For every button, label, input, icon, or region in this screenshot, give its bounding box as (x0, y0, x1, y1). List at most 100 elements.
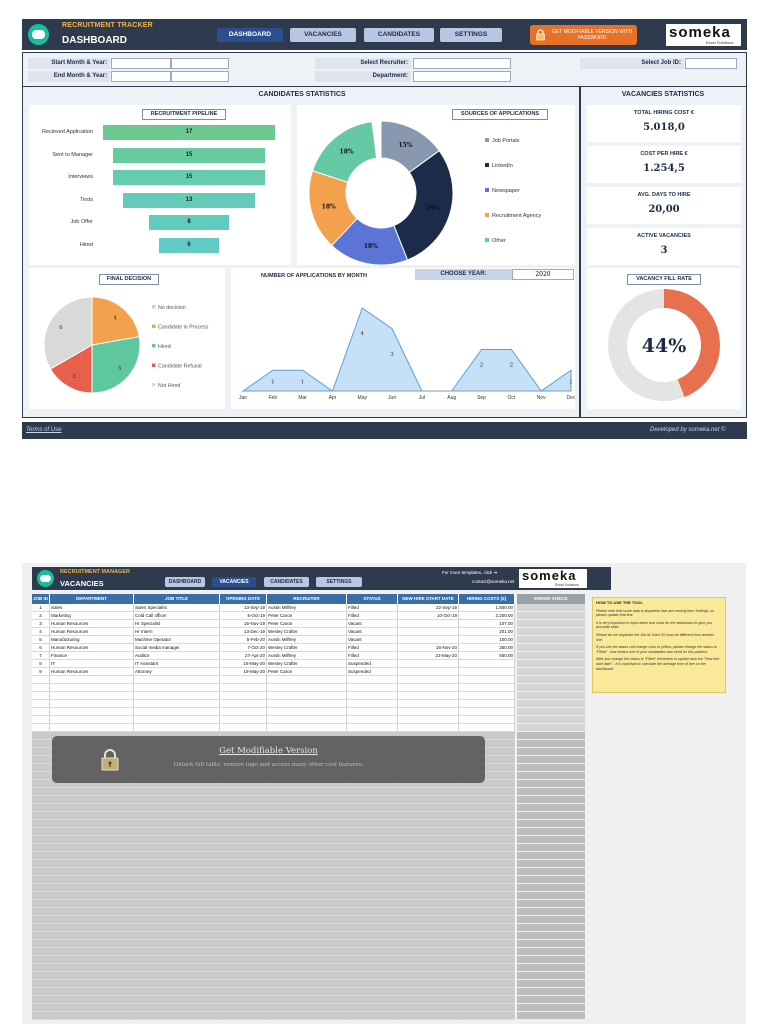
table-cell[interactable] (220, 948, 267, 956)
table-cell[interactable] (398, 900, 459, 908)
table-cell[interactable] (347, 724, 398, 732)
table-cell[interactable] (459, 748, 515, 756)
table-cell[interactable] (134, 924, 220, 932)
table-cell[interactable] (398, 708, 459, 716)
table-cell[interactable] (32, 964, 50, 972)
table-cell[interactable] (267, 692, 347, 700)
table-cell[interactable]: Marketing (50, 612, 134, 620)
table-cell[interactable] (220, 908, 267, 916)
table-cell[interactable] (267, 964, 347, 972)
table-cell[interactable] (459, 908, 515, 916)
table-cell[interactable] (134, 844, 220, 852)
table-cell[interactable]: 1 (32, 604, 50, 612)
table-cell[interactable]: Manufacturing (50, 636, 134, 644)
table-cell[interactable]: 2,200.00 (459, 612, 515, 620)
table-cell[interactable] (32, 724, 50, 732)
table-cell[interactable] (267, 868, 347, 876)
table-cell[interactable] (50, 796, 134, 804)
table-cell[interactable] (459, 780, 515, 788)
table-cell[interactable] (50, 716, 134, 724)
table-cell[interactable] (347, 788, 398, 796)
table-cell[interactable] (134, 956, 220, 964)
table-cell[interactable] (50, 708, 134, 716)
nav-vacancies-button[interactable]: VACANCIES (290, 28, 356, 42)
table-cell[interactable] (267, 716, 347, 724)
table-cell[interactable] (398, 940, 459, 948)
table-cell[interactable] (50, 948, 134, 956)
table-cell[interactable] (134, 876, 220, 884)
table-cell[interactable] (220, 796, 267, 804)
terms-of-use-link[interactable]: Terms of Use (26, 427, 62, 433)
table-cell[interactable] (267, 684, 347, 692)
table-cell[interactable] (134, 860, 220, 868)
table-cell[interactable] (220, 804, 267, 812)
table-cell[interactable] (220, 940, 267, 948)
table-cell[interactable] (220, 788, 267, 796)
table-cell[interactable] (32, 900, 50, 908)
table-cell[interactable] (134, 900, 220, 908)
table-cell[interactable] (459, 1012, 515, 1020)
table-cell[interactable] (347, 924, 398, 932)
table-cell[interactable]: Wesley Crafter (267, 644, 347, 652)
table-cell[interactable] (398, 636, 459, 644)
table-cell[interactable] (134, 684, 220, 692)
table-cell[interactable] (347, 852, 398, 860)
table-cell[interactable] (398, 700, 459, 708)
table-cell[interactable] (347, 884, 398, 892)
table-cell[interactable] (347, 892, 398, 900)
table-cell[interactable]: 23-May-20 (398, 652, 459, 660)
table-cell[interactable] (398, 876, 459, 884)
table-cell[interactable] (32, 788, 50, 796)
table-cell[interactable] (32, 812, 50, 820)
table-cell[interactable] (134, 804, 220, 812)
table-cell[interactable] (267, 828, 347, 836)
department-select[interactable] (413, 71, 511, 82)
table-cell[interactable] (459, 884, 515, 892)
table-cell[interactable] (398, 804, 459, 812)
table-cell[interactable]: Suspended (347, 660, 398, 668)
table-cell[interactable] (32, 972, 50, 980)
table-cell[interactable] (459, 828, 515, 836)
table-cell[interactable] (347, 940, 398, 948)
table-cell[interactable] (220, 964, 267, 972)
table-cell[interactable] (459, 708, 515, 716)
table-cell[interactable] (459, 732, 515, 740)
table-cell[interactable]: Austin Millfrey (267, 636, 347, 644)
table-cell[interactable] (32, 676, 50, 684)
table-cell[interactable] (50, 972, 134, 980)
year-select[interactable]: 2020 (512, 269, 574, 280)
table-cell[interactable]: Human Resources (50, 620, 134, 628)
table-cell[interactable] (459, 660, 515, 668)
table-cell[interactable] (50, 980, 134, 988)
table-cell[interactable] (134, 788, 220, 796)
table-cell[interactable] (220, 988, 267, 996)
table-cell[interactable]: 7 (32, 652, 50, 660)
table-cell[interactable] (459, 804, 515, 812)
table-cell[interactable] (459, 796, 515, 804)
table-cell[interactable] (267, 996, 347, 1004)
table-cell[interactable] (267, 1012, 347, 1020)
table-cell[interactable] (398, 812, 459, 820)
table-cell[interactable] (134, 892, 220, 900)
table-cell[interactable]: 5-Feb-20 (220, 636, 267, 644)
table-cell[interactable] (459, 972, 515, 980)
table-cell[interactable] (50, 780, 134, 788)
table-cell[interactable] (220, 820, 267, 828)
table-cell[interactable] (220, 852, 267, 860)
table-cell[interactable] (459, 724, 515, 732)
table-cell[interactable] (267, 836, 347, 844)
table-cell[interactable] (459, 860, 515, 868)
table-cell[interactable] (347, 1004, 398, 1012)
table-cell[interactable] (50, 900, 134, 908)
table-cell[interactable] (347, 692, 398, 700)
table-cell[interactable] (50, 1012, 134, 1020)
table-cell[interactable] (50, 924, 134, 932)
table-cell[interactable] (267, 924, 347, 932)
table-cell[interactable] (32, 868, 50, 876)
table-cell[interactable] (134, 996, 220, 1004)
table-cell[interactable]: Human Resources (50, 668, 134, 676)
table-cell[interactable] (32, 860, 50, 868)
table-cell[interactable] (220, 1012, 267, 1020)
table-cell[interactable]: Austin Millfrey (267, 652, 347, 660)
someka-logo[interactable]: someka Excel Solutions (666, 24, 741, 46)
